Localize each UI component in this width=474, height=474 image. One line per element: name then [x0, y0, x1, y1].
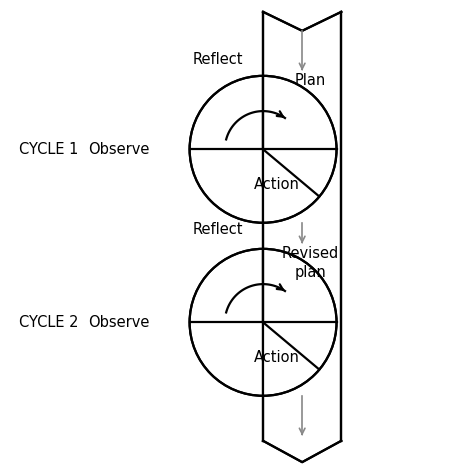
Text: CYCLE 1: CYCLE 1: [19, 142, 78, 157]
Bar: [263, 12, 341, 462]
Text: Action: Action: [255, 177, 300, 192]
Text: Reflect: Reflect: [193, 222, 243, 237]
Text: Observe: Observe: [88, 315, 149, 330]
Text: CYCLE 2: CYCLE 2: [19, 315, 79, 330]
Wedge shape: [263, 76, 337, 223]
Text: Observe: Observe: [88, 142, 149, 157]
Wedge shape: [263, 249, 337, 396]
Text: Action: Action: [255, 350, 300, 365]
Text: Revised
plan: Revised plan: [282, 246, 339, 280]
Text: Reflect: Reflect: [193, 52, 243, 67]
Text: Plan: Plan: [295, 73, 326, 88]
